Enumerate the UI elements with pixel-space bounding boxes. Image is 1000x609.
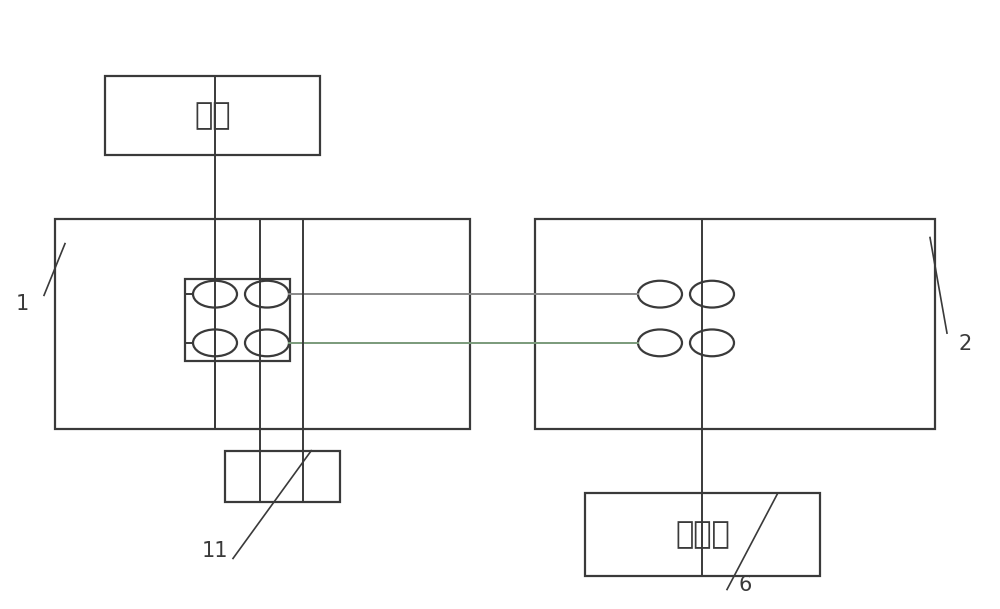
Text: 2: 2 (958, 334, 972, 354)
Bar (535, 219, 935, 429)
Circle shape (193, 281, 237, 308)
Text: 6: 6 (738, 575, 752, 594)
Text: 市电: 市电 (194, 101, 231, 130)
Bar (585, 493, 820, 576)
Text: 1: 1 (15, 295, 29, 314)
Circle shape (193, 329, 237, 356)
Text: 谐振腔: 谐振腔 (675, 520, 730, 549)
Circle shape (690, 281, 734, 308)
Bar (225, 451, 340, 502)
Circle shape (245, 281, 289, 308)
Text: 11: 11 (202, 541, 228, 561)
Circle shape (638, 281, 682, 308)
Bar (55, 219, 470, 429)
Circle shape (690, 329, 734, 356)
Bar (105, 76, 320, 155)
Circle shape (245, 329, 289, 356)
Circle shape (638, 329, 682, 356)
Bar (185, 279, 290, 361)
